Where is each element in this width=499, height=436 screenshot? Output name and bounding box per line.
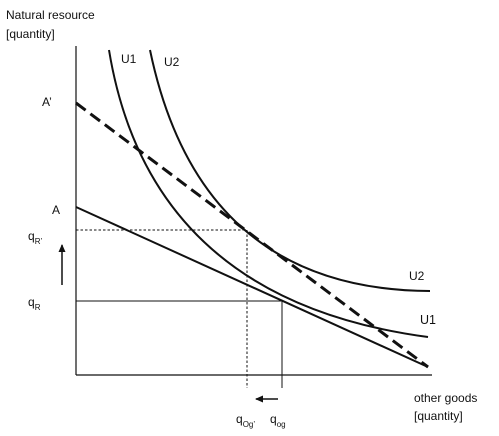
x-axis-unit: [quantity] xyxy=(414,409,463,423)
budget-line-original xyxy=(75,206,429,368)
indifference-curve-u1 xyxy=(108,49,429,338)
intercept-label-a: A xyxy=(52,203,60,217)
curve-label-u1-right: U1 xyxy=(420,313,436,327)
curve-label-u1-top: U1 xyxy=(121,52,137,66)
y-axis-title: Natural resource xyxy=(6,8,95,22)
x-marker-q-og: qog xyxy=(270,412,286,429)
x-marker-q-og-prime: qOg’ xyxy=(236,412,255,429)
y-axis-unit: [quantity] xyxy=(6,27,55,41)
curve-label-u2-right: U2 xyxy=(409,269,425,283)
y-marker-q-r: qR xyxy=(28,295,41,312)
curve-label-u2-top: U2 xyxy=(164,55,180,69)
indifference-curve-u2 xyxy=(149,49,431,292)
x-axis-title: other goods xyxy=(414,391,477,405)
budget-line-new-dashed xyxy=(75,101,429,369)
intercept-label-a-prime: A’ xyxy=(42,95,52,109)
y-marker-q-r-prime: qR’ xyxy=(28,229,42,246)
